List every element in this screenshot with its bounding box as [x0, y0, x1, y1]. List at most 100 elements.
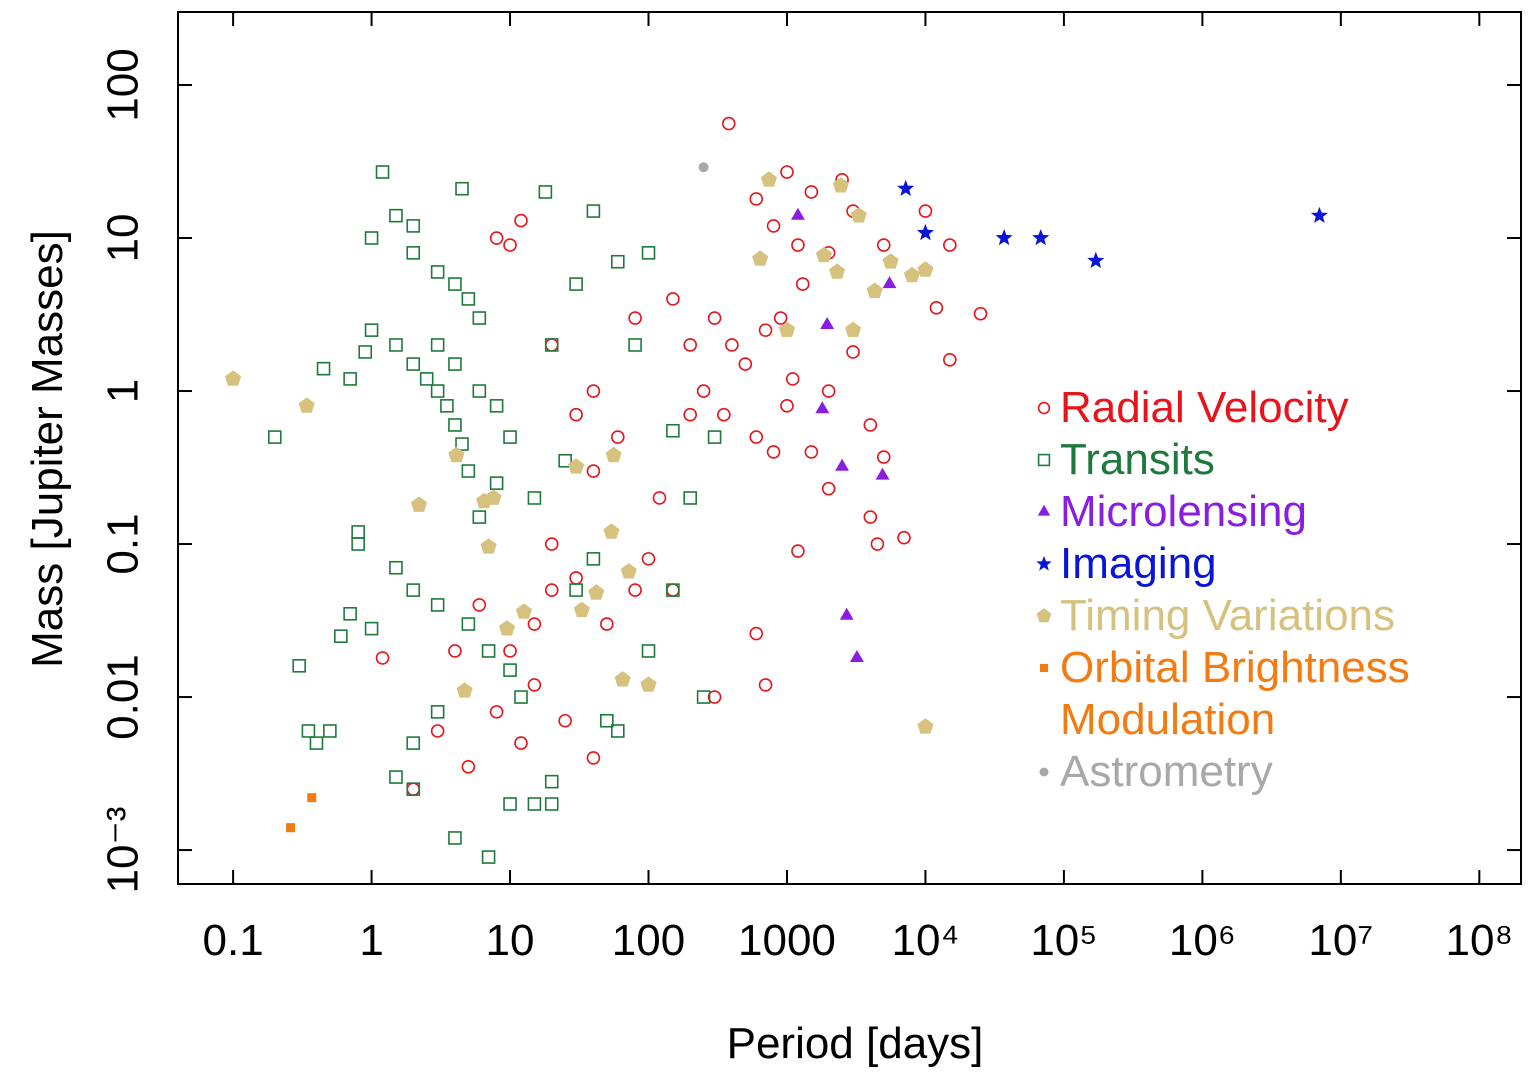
- point: [1036, 555, 1052, 571]
- point: [821, 384, 836, 398]
- point: [586, 552, 601, 566]
- point: [448, 418, 462, 432]
- point: [527, 678, 542, 692]
- point: [503, 238, 517, 252]
- point: [569, 277, 583, 291]
- legend-marker: [1036, 555, 1052, 571]
- point: [758, 323, 773, 337]
- point: [863, 510, 878, 524]
- legend: Radial Velocity Transits Microlensing Imagi…: [1032, 382, 1512, 798]
- point: [863, 418, 878, 432]
- point: [850, 207, 867, 223]
- point: [973, 306, 988, 321]
- point: [620, 563, 637, 579]
- point: [358, 345, 373, 359]
- point: [558, 713, 572, 728]
- point: [795, 277, 810, 291]
- point: [605, 446, 622, 463]
- point: [820, 317, 835, 329]
- point: [628, 311, 642, 325]
- point: [882, 276, 897, 289]
- point: [760, 171, 777, 187]
- point: [850, 650, 864, 662]
- legend-item: Timing Variations: [1032, 590, 1512, 642]
- x-tick-label: 0.1: [203, 916, 264, 965]
- x-tick-label: 10⁵: [1030, 916, 1097, 965]
- point: [641, 552, 656, 566]
- point: [628, 338, 642, 352]
- point: [448, 831, 462, 845]
- point: [791, 207, 805, 220]
- point: [749, 192, 764, 206]
- point: [343, 606, 357, 621]
- point: [610, 430, 625, 444]
- point: [610, 254, 625, 269]
- point: [600, 713, 614, 728]
- point: [375, 165, 390, 179]
- point: [696, 384, 711, 398]
- point: [286, 823, 296, 833]
- point: [440, 399, 454, 413]
- y-axis-title: Mass [Jupiter Masses]: [23, 230, 72, 668]
- point: [544, 338, 559, 352]
- point: [389, 208, 403, 223]
- y-tick-label: 10: [99, 214, 148, 263]
- point: [461, 760, 476, 774]
- point: [586, 384, 601, 398]
- point: [430, 598, 445, 612]
- point: [569, 407, 583, 422]
- point: [876, 238, 891, 252]
- point: [725, 338, 739, 352]
- point: [917, 718, 934, 734]
- point: [628, 583, 642, 597]
- point: [569, 571, 583, 585]
- legend-item: Microlensing: [1032, 486, 1512, 538]
- point: [406, 782, 421, 796]
- point: [461, 617, 476, 631]
- x-tick-label: 100: [612, 916, 685, 965]
- point: [514, 690, 528, 704]
- point: [406, 583, 421, 597]
- legend-label: Imaging: [1060, 539, 1217, 588]
- point: [1037, 504, 1051, 516]
- point: [641, 644, 656, 658]
- point: [419, 372, 434, 386]
- x-tick-label: 10⁸: [1446, 916, 1514, 965]
- point: [666, 583, 680, 597]
- point: [1310, 206, 1328, 223]
- point: [752, 250, 769, 266]
- legend-marker: [1037, 401, 1051, 415]
- point: [641, 246, 656, 260]
- point: [1087, 251, 1105, 269]
- point: [448, 277, 462, 291]
- point: [995, 229, 1013, 246]
- point: [738, 357, 753, 371]
- point: [364, 323, 379, 337]
- point: [749, 626, 764, 641]
- x-tick-label: 10⁷: [1308, 916, 1373, 965]
- point: [943, 238, 957, 252]
- point: [815, 246, 833, 263]
- point: [916, 223, 934, 241]
- point: [778, 321, 796, 337]
- point: [839, 607, 854, 620]
- legend-item: Orbital Brightness Modulation: [1032, 642, 1512, 746]
- point: [569, 583, 583, 597]
- point: [640, 676, 657, 692]
- point: [307, 793, 317, 803]
- point: [707, 311, 722, 325]
- point: [527, 491, 542, 505]
- point: [845, 321, 862, 337]
- x-tick-label: 10: [486, 916, 535, 965]
- point: [586, 751, 601, 765]
- legend-marker: [1039, 767, 1049, 777]
- point: [707, 430, 722, 444]
- point: [829, 263, 846, 279]
- point: [683, 407, 697, 422]
- point: [544, 797, 559, 811]
- point: [866, 282, 883, 298]
- point: [766, 219, 781, 233]
- point: [309, 736, 324, 750]
- point: [316, 361, 331, 376]
